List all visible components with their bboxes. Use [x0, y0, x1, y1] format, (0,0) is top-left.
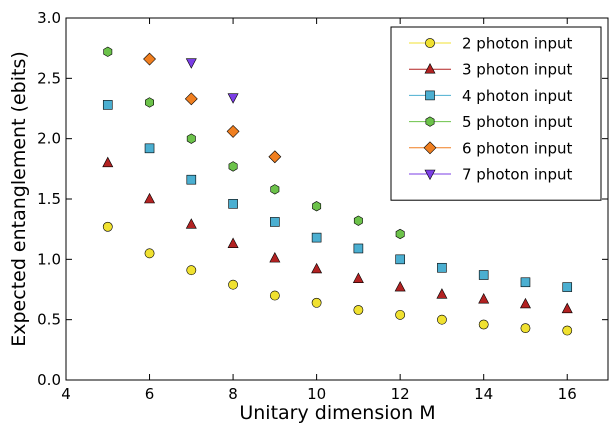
- data-point: [102, 156, 114, 168]
- x-tick-label: 8: [228, 385, 238, 403]
- data-point: [395, 309, 406, 320]
- legend-label: 3 photon input: [462, 61, 573, 79]
- data-point: [436, 288, 448, 299]
- data-point: [478, 270, 489, 280]
- data-point: [437, 314, 447, 325]
- data-point: [311, 297, 322, 308]
- y-tick-label: 1.0: [37, 250, 61, 268]
- data-markers: [102, 46, 573, 336]
- y-tick-label: 0.5: [37, 311, 61, 329]
- data-point: [311, 262, 323, 274]
- data-point: [353, 305, 364, 315]
- data-point: [185, 218, 197, 229]
- series-2: [102, 156, 573, 314]
- data-point: [270, 184, 280, 195]
- y-tick-label: 2.0: [37, 130, 61, 148]
- data-point: [227, 237, 239, 248]
- legend-entry: 3 photon input: [409, 61, 573, 79]
- series-6: [185, 58, 239, 104]
- data-point: [227, 93, 239, 104]
- data-point: [269, 251, 281, 263]
- data-point: [228, 161, 238, 172]
- legend-marker: [425, 38, 435, 48]
- axis-ticks: [65, 17, 608, 381]
- data-point: [353, 243, 364, 254]
- data-point: [228, 279, 238, 290]
- y-tick-label: 3.0: [37, 9, 61, 27]
- series-1: [102, 221, 573, 336]
- data-point: [145, 97, 154, 108]
- data-point: [268, 150, 282, 164]
- x-tick-label: 14: [474, 385, 493, 403]
- legend-label: 4 photon input: [462, 87, 573, 105]
- data-point: [228, 199, 238, 209]
- legend-label: 5 photon input: [462, 113, 573, 131]
- data-point: [186, 133, 196, 144]
- data-point: [102, 221, 113, 232]
- legend: 2 photon input 3 photon input 4 photon inp…: [390, 26, 602, 201]
- x-tick-label: 12: [391, 385, 410, 403]
- legend-marker: [424, 169, 436, 181]
- legend-marker: [424, 63, 436, 74]
- data-point: [103, 46, 113, 57]
- data-point: [478, 293, 490, 304]
- y-tick-label: 2.5: [37, 69, 61, 87]
- legend-entry: 6 photon input: [409, 139, 573, 157]
- data-point: [144, 248, 155, 259]
- legend-marker: [423, 141, 437, 155]
- tick-labels: 4 6 8 10 12 14 16 0.0 0.5 1.0 1.5 2.0 2.5 3.0: [37, 9, 577, 403]
- data-point: [519, 297, 531, 309]
- y-tick-label: 0.0: [37, 371, 61, 389]
- data-point: [520, 277, 531, 288]
- data-point: [102, 100, 113, 110]
- legend-label: 2 photon input: [462, 35, 573, 53]
- data-point: [226, 125, 240, 138]
- data-point: [144, 192, 156, 204]
- data-point: [562, 282, 573, 292]
- data-point: [353, 215, 363, 226]
- x-tick-label: 10: [307, 385, 326, 403]
- series-4: [103, 46, 405, 240]
- data-point: [352, 272, 364, 283]
- data-point: [185, 58, 197, 69]
- data-point: [561, 302, 573, 314]
- data-point: [395, 228, 405, 240]
- data-point: [269, 290, 280, 301]
- x-tick-label: 16: [558, 385, 577, 403]
- legend-entry: 2 photon input: [409, 35, 573, 53]
- data-point: [478, 319, 489, 330]
- legend-label: 6 photon input: [462, 139, 573, 157]
- legend-marker: [425, 116, 435, 127]
- data-point: [395, 254, 405, 265]
- x-axis-label: Unitary dimension M: [239, 402, 435, 424]
- data-point: [562, 325, 573, 336]
- data-point: [186, 174, 197, 185]
- legend-label: 7 photon input: [462, 166, 573, 184]
- legend-entry: 7 photon input: [409, 166, 573, 184]
- data-point: [311, 232, 322, 243]
- data-point: [144, 143, 155, 154]
- data-point: [184, 92, 198, 106]
- legend-entry: 5 photon input: [409, 113, 573, 131]
- data-point: [143, 52, 156, 66]
- series-5: [143, 52, 282, 164]
- data-point: [186, 265, 197, 276]
- data-point: [312, 201, 322, 212]
- data-point: [270, 217, 280, 227]
- series-3: [102, 100, 573, 292]
- legend-entry: 4 photon input: [409, 87, 573, 105]
- y-axis-label: Expected entanglement (ebits): [8, 51, 30, 347]
- data-point: [437, 262, 447, 273]
- x-tick-label: 4: [61, 385, 71, 403]
- legend-marker: [425, 90, 435, 101]
- y-tick-label: 1.5: [37, 190, 61, 208]
- x-tick-label: 6: [145, 385, 155, 403]
- data-point: [520, 323, 531, 334]
- data-point: [394, 280, 406, 292]
